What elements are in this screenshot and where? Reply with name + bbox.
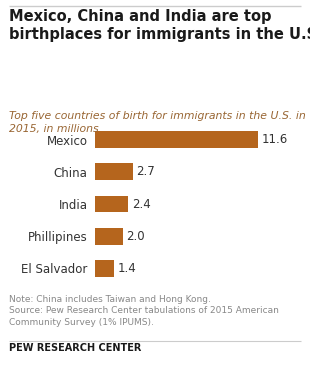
Bar: [95, 131, 258, 148]
Text: 11.6: 11.6: [262, 133, 288, 146]
Text: 1.4: 1.4: [118, 262, 137, 275]
Bar: [95, 164, 133, 180]
Text: Note: China includes Taiwan and Hong Kong.
Source: Pew Research Center tabulatio: Note: China includes Taiwan and Hong Kon…: [9, 295, 279, 327]
Bar: [95, 260, 114, 277]
Text: Mexico, China and India are top
birthplaces for immigrants in the U.S.: Mexico, China and India are top birthpla…: [9, 9, 310, 42]
Text: 2.7: 2.7: [136, 165, 155, 178]
Text: Top five countries of birth for immigrants in the U.S. in
2015, in millions: Top five countries of birth for immigran…: [9, 111, 306, 134]
Bar: [95, 196, 128, 213]
Text: 2.4: 2.4: [132, 197, 151, 211]
Text: 2.0: 2.0: [126, 230, 145, 243]
Text: PEW RESEARCH CENTER: PEW RESEARCH CENTER: [9, 343, 142, 353]
Bar: [95, 228, 123, 244]
